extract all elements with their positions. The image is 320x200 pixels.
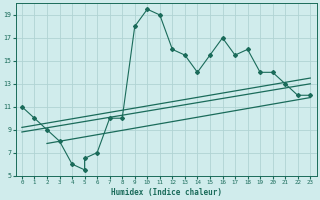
X-axis label: Humidex (Indice chaleur): Humidex (Indice chaleur) bbox=[111, 188, 221, 197]
